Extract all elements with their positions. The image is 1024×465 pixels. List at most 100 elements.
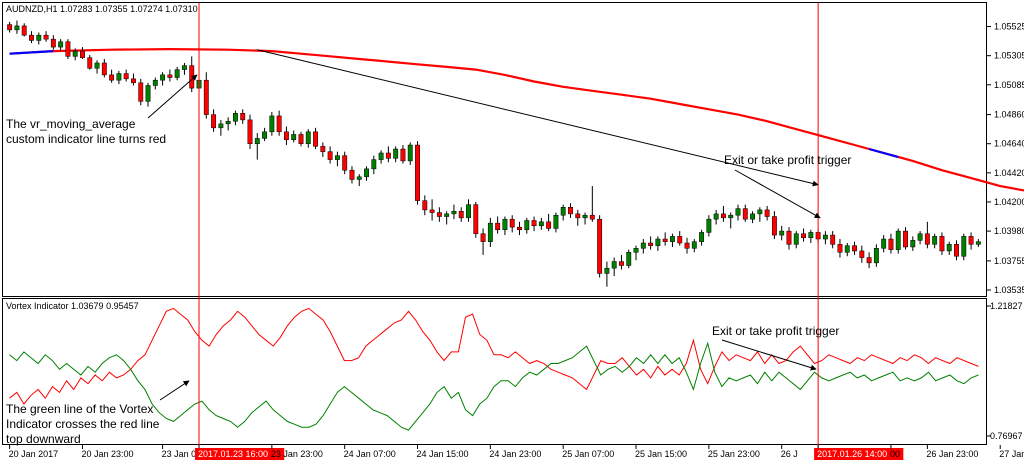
- candle-body-up: [262, 131, 268, 139]
- candle-body-up: [757, 209, 763, 215]
- candle-body-up: [291, 134, 297, 140]
- price-tick-label: 1.04640: [994, 139, 1024, 149]
- vi-minus-line: [9, 341, 979, 431]
- candle: [575, 209, 581, 226]
- candle: [160, 72, 166, 86]
- vortex-panel-frame: [2, 298, 987, 445]
- exit-bottom-arrow: [721, 339, 817, 371]
- candle-body-up: [626, 252, 632, 266]
- candle: [80, 47, 85, 59]
- candle: [538, 217, 544, 230]
- candle: [473, 201, 479, 238]
- candle-body-down: [480, 233, 486, 242]
- candle-body-down: [473, 204, 479, 234]
- candle: [232, 110, 238, 126]
- time-tick-label: 20 Jan 2017: [9, 449, 59, 459]
- candle-body-up: [633, 248, 639, 253]
- candle-body-up: [728, 214, 734, 219]
- candle-body-up: [305, 131, 311, 144]
- candle-body-up: [451, 210, 457, 215]
- candle-body-up: [502, 218, 508, 231]
- candle: [466, 199, 471, 222]
- time-tick-label-highlight: 2017.01.23 16:00: [198, 449, 268, 459]
- ma-blue-segment: [9, 50, 54, 55]
- candle-body-up: [582, 214, 588, 219]
- vortex-tick-label: 1.21827: [990, 301, 1023, 311]
- candle: [932, 233, 938, 249]
- candle-body-up: [691, 241, 697, 249]
- candle: [662, 232, 668, 246]
- candle: [364, 166, 369, 181]
- candle: [94, 60, 100, 74]
- candle-body-down: [597, 218, 603, 274]
- candle: [560, 204, 566, 221]
- vortex-note-line-1: The green line of the Vortex: [6, 402, 153, 416]
- candle: [422, 195, 428, 216]
- vortex-chart-title: Vortex Indicator 1.03679 0.95457: [6, 301, 139, 311]
- candle-body-up: [881, 238, 887, 249]
- candle-body-up: [160, 74, 166, 81]
- ma-note-arrow: [147, 74, 198, 119]
- candle: [844, 243, 850, 257]
- candle-body-down: [720, 213, 726, 219]
- candle-body-up: [910, 240, 916, 248]
- candle: [203, 72, 209, 119]
- candle-body-up: [706, 218, 712, 233]
- candle-body-up: [640, 242, 646, 249]
- candle: [58, 39, 64, 52]
- candle: [276, 110, 282, 136]
- candle-body-down: [109, 74, 115, 81]
- candle-body-down: [458, 210, 464, 219]
- time-tick-label: 24 Jan 07:00: [344, 449, 396, 459]
- candle: [946, 241, 952, 255]
- candle: [757, 207, 763, 222]
- candle: [283, 126, 289, 146]
- candle: [786, 227, 792, 250]
- candle-body-up: [538, 221, 544, 227]
- candle-body-down: [859, 250, 865, 258]
- candle: [371, 155, 377, 175]
- candle: [87, 55, 93, 70]
- candle: [822, 231, 828, 245]
- candle: [509, 215, 515, 233]
- moving-average-line: [9, 47, 1024, 192]
- candle: [393, 146, 399, 163]
- candle: [531, 216, 537, 232]
- vortex-tick-label: 0.76967: [990, 431, 1023, 441]
- candle: [225, 117, 231, 131]
- candle: [72, 48, 78, 61]
- candle-body-down: [138, 82, 144, 102]
- candle: [742, 204, 748, 222]
- time-tick-highlight: [195, 448, 285, 460]
- candle-body-up: [779, 230, 785, 236]
- candle-body-up: [670, 236, 675, 242]
- candle: [342, 151, 348, 175]
- candle: [458, 207, 464, 222]
- candle-body-down: [415, 144, 420, 201]
- candle: [480, 228, 486, 255]
- candle-body-up: [371, 159, 377, 170]
- candle-body-up: [735, 208, 741, 216]
- candle: [859, 245, 865, 263]
- candle-body-down: [531, 220, 537, 227]
- ma-blue-segment: [868, 147, 899, 159]
- candle-body-down: [830, 234, 836, 245]
- candle-body-up: [655, 238, 661, 246]
- candle-body-up: [524, 220, 530, 231]
- time-tick-label: 23 Jan 23:00: [271, 449, 323, 459]
- candle: [378, 150, 384, 164]
- candle-body-down: [837, 244, 843, 253]
- candle: [43, 31, 49, 42]
- candle-body-down: [65, 41, 71, 57]
- candle-body-up: [553, 214, 559, 229]
- candle: [138, 78, 144, 106]
- candle: [182, 62, 187, 75]
- candle-body-up: [145, 85, 151, 102]
- candle-body-down: [87, 57, 93, 69]
- candle-body-up: [72, 50, 78, 57]
- candle-body-down: [954, 244, 959, 257]
- candle: [793, 231, 799, 249]
- candle: [109, 69, 115, 83]
- candle-body-down: [684, 242, 690, 249]
